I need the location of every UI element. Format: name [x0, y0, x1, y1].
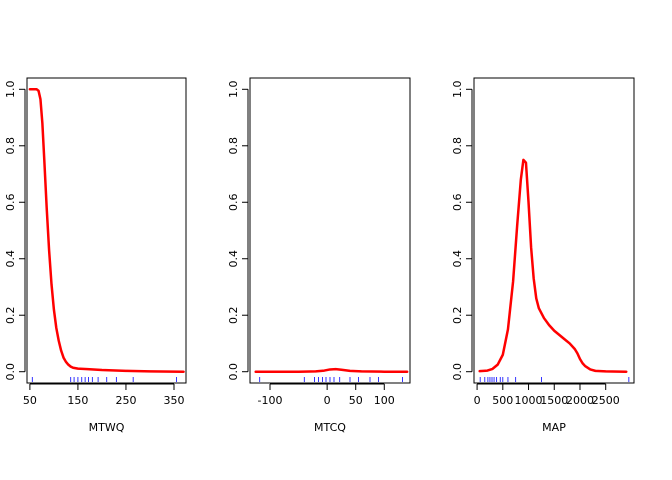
x-tick-label: 150 — [67, 394, 88, 407]
x-axis-title: MTCQ — [314, 421, 346, 434]
x-tick-label: 0 — [474, 394, 481, 407]
x-tick-label: 500 — [492, 394, 513, 407]
y-tick-label: 0.0 — [451, 363, 464, 381]
y-tick-label: 0.4 — [4, 250, 17, 268]
y-tick-label: 0.2 — [451, 306, 464, 324]
x-axis-title: MAP — [542, 421, 566, 434]
y-tick-label: 0.8 — [4, 137, 17, 155]
x-tick-label: 0 — [324, 394, 331, 407]
x-tick-label: 50 — [349, 394, 363, 407]
plot-frame — [473, 77, 635, 384]
x-tick-label: 1500 — [540, 394, 568, 407]
x-tick-label: 350 — [163, 394, 184, 407]
y-tick-label: 0.6 — [4, 194, 17, 212]
series-line — [478, 158, 628, 373]
panel-mtwq: 50 150 250 350 0.0 0.2 0.4 0.6 0.8 1.0 MTWQ — [4, 77, 187, 434]
y-tick-label: 1.0 — [227, 81, 240, 99]
plot-frame — [249, 77, 411, 384]
y-tick-label: 0.6 — [451, 194, 464, 212]
y-tick-label: 0.0 — [227, 363, 240, 381]
y-tick-label: 0.2 — [4, 306, 17, 324]
x-tick-label: -100 — [258, 394, 283, 407]
y-tick-label: 0.8 — [451, 137, 464, 155]
series-line — [254, 367, 409, 373]
y-tick-label: 0.4 — [227, 250, 240, 268]
plot-frame — [26, 77, 187, 384]
x-tick-label: 2000 — [566, 394, 594, 407]
x-axis-title: MTWQ — [89, 421, 125, 434]
y-tick-label: 0.6 — [227, 194, 240, 212]
x-tick-label: 250 — [115, 394, 136, 407]
x-tick-label: 50 — [23, 394, 37, 407]
x-tick-label: 2500 — [592, 394, 620, 407]
y-tick-label: 0.4 — [451, 250, 464, 268]
y-tick-label: 0.0 — [4, 363, 17, 381]
x-tick-label: 100 — [374, 394, 395, 407]
panel-mtcq: -100 0 50 100 0.0 0.2 0.4 0.6 0.8 1.0 MTCQ — [227, 77, 411, 434]
series-line — [28, 88, 185, 373]
y-tick-label: 0.8 — [227, 137, 240, 155]
y-tick-label: 0.2 — [227, 306, 240, 324]
y-tick-label: 1.0 — [4, 81, 17, 99]
x-tick-label: 1000 — [515, 394, 543, 407]
y-tick-label: 1.0 — [451, 81, 464, 99]
